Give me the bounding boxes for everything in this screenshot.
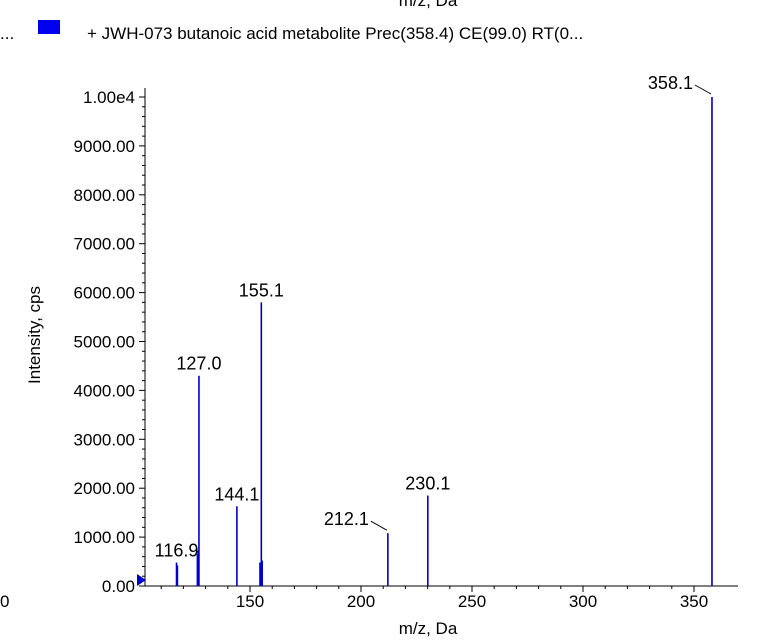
y-tick-label: 6000.00 — [74, 284, 135, 303]
legend: ... + JWH-073 butanoic acid metabolite P… — [0, 20, 583, 43]
y-axis-ticks: 0.00 1000.00 2000.00 3000.00 4000.00 5000.00 6… — [74, 88, 145, 596]
y-tick-label: 3000.00 — [74, 430, 135, 449]
peak-label: 116.9 — [155, 541, 199, 561]
axes — [137, 88, 738, 587]
y-axis-title: Intensity, cps — [25, 286, 44, 384]
x-axis-title: m/z, Da — [399, 619, 458, 638]
peak-label-leader — [370, 520, 388, 531]
baseline-marker-icon — [137, 574, 146, 586]
peak-label: 127.0 — [176, 354, 221, 374]
y-tick-label: 9000.00 — [74, 137, 135, 156]
y-tick-label: 1.00e4 — [83, 88, 135, 107]
peak-labels: 116.9 127.0 144.1 155.1 212.1 230.1 358.1 — [155, 73, 712, 561]
peak-label: 144.1 — [214, 484, 259, 504]
legend-entry: + JWH-073 butanoic acid metabolite Prec(… — [87, 24, 583, 43]
peak-label-leader — [694, 84, 712, 95]
y-tick-label: 2000.00 — [74, 479, 135, 498]
peak-label: 212.1 — [324, 509, 369, 529]
x-tick-label: 300 — [569, 592, 597, 611]
peak-label: 230.1 — [405, 474, 450, 494]
y-tick-label: 4000.00 — [74, 381, 135, 400]
peak-label: 358.1 — [648, 73, 693, 93]
peak-label: 155.1 — [239, 280, 284, 300]
y-tick-label: 0.00 — [102, 577, 135, 596]
y-tick-label: 8000.00 — [74, 186, 135, 205]
x-tick-label: 350 — [680, 592, 708, 611]
legend-swatch — [38, 20, 60, 34]
x-origin-label: 0 — [0, 592, 9, 611]
x-tick-label: 250 — [458, 592, 486, 611]
y-tick-label: 5000.00 — [74, 333, 135, 352]
x-axis-ticks: 150 200 250 300 350 — [160, 586, 708, 611]
x-tick-label: 200 — [347, 592, 375, 611]
clipped-top-axis-label: m/z, Da — [399, 0, 458, 10]
y-tick-label: 7000.00 — [74, 235, 135, 254]
spectrum-peaks — [175, 97, 713, 586]
x-tick-label: 150 — [236, 592, 264, 611]
legend-leading-text: ... — [0, 24, 14, 43]
y-tick-label: 1000.00 — [74, 528, 135, 547]
